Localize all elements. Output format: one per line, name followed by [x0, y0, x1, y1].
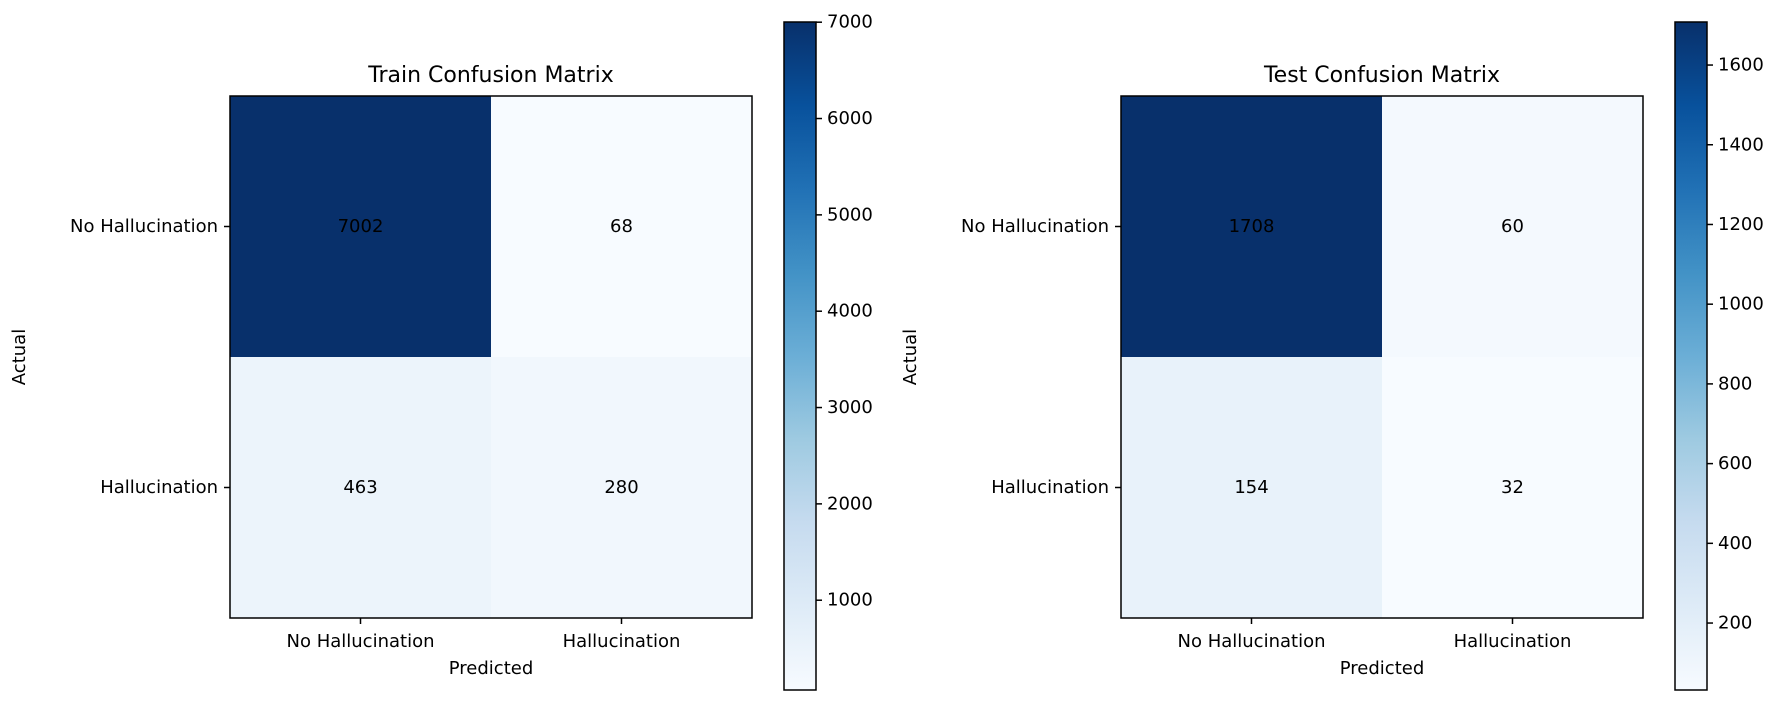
cell-value-label-0-0: 1708 — [1229, 216, 1275, 237]
matrix-frame — [229, 95, 753, 619]
matrix-cell-1-1 — [1382, 357, 1643, 618]
colorbar-tick-label: 1000 — [1718, 294, 1764, 315]
x-tick-label: Hallucination — [563, 631, 681, 652]
y-tick-label: Hallucination — [991, 477, 1109, 498]
y-axis-label: Actual — [900, 329, 921, 385]
colorbar-tick-label: 1600 — [1718, 55, 1764, 76]
colorbar — [1675, 22, 1707, 690]
colorbar-tick-label: 400 — [1718, 533, 1752, 554]
colorbar-tick-label: 2000 — [827, 493, 873, 514]
y-tick-label: Hallucination — [100, 477, 218, 498]
cell-value-label-1-1: 32 — [1501, 477, 1524, 498]
confusion-matrix-panel-2: 1708 60 154 32 Test Confusion Matrix No Hallu… — [900, 21, 1764, 691]
y-tick-label: No Hallucination — [961, 216, 1109, 237]
colorbar-frame — [1674, 21, 1708, 691]
cell-value-label-0-1: 68 — [610, 216, 633, 237]
x-axis-label: Predicted — [449, 658, 534, 679]
confusion-matrix-panel-1: 7002 68 463 280 Train Confusion Matrix No Hal… — [9, 12, 873, 691]
colorbar-tick-label: 3000 — [827, 397, 873, 418]
matrix-cell-0-1 — [491, 96, 752, 357]
chart-title: Test Confusion Matrix — [1263, 63, 1500, 88]
x-tick-label: Hallucination — [1454, 631, 1572, 652]
cell-value-label-0-1: 60 — [1501, 216, 1524, 237]
colorbar-tick-label: 7000 — [827, 12, 873, 33]
colorbar-tick-label: 800 — [1718, 373, 1752, 394]
colorbar-tick-label: 200 — [1718, 613, 1752, 634]
matrix-cell-0-0 — [1121, 96, 1382, 357]
x-axis-label: Predicted — [1340, 658, 1425, 679]
matrix-cell-1-0 — [1121, 357, 1382, 618]
x-tick-label: No Hallucination — [1178, 631, 1326, 652]
colorbar-tick-label: 5000 — [827, 204, 873, 225]
colorbar-frame — [783, 21, 817, 691]
cell-value-label-1-0: 154 — [1234, 477, 1268, 498]
matrix-cell-0-0 — [230, 96, 491, 357]
matrix-cell-1-0 — [230, 357, 491, 618]
colorbar — [784, 22, 816, 690]
x-tick-label: No Hallucination — [287, 631, 435, 652]
cell-value-label-1-0: 463 — [343, 477, 377, 498]
colorbar-tick-label: 1400 — [1718, 134, 1764, 155]
colorbar-tick-label: 4000 — [827, 301, 873, 322]
colorbar-tick-label: 600 — [1718, 453, 1752, 474]
matrix-cell-1-1 — [491, 357, 752, 618]
matrix-cell-0-1 — [1382, 96, 1643, 357]
y-axis-label: Actual — [9, 329, 30, 385]
colorbar-tick-label: 1000 — [827, 590, 873, 611]
matrix-frame — [1120, 95, 1644, 619]
chart-title: Train Confusion Matrix — [367, 63, 613, 88]
colorbar-tick-label: 6000 — [827, 108, 873, 129]
y-tick-label: No Hallucination — [70, 216, 218, 237]
cell-value-label-1-1: 280 — [604, 477, 638, 498]
cell-value-label-0-0: 7002 — [338, 216, 384, 237]
colorbar-tick-label: 1200 — [1718, 214, 1764, 235]
